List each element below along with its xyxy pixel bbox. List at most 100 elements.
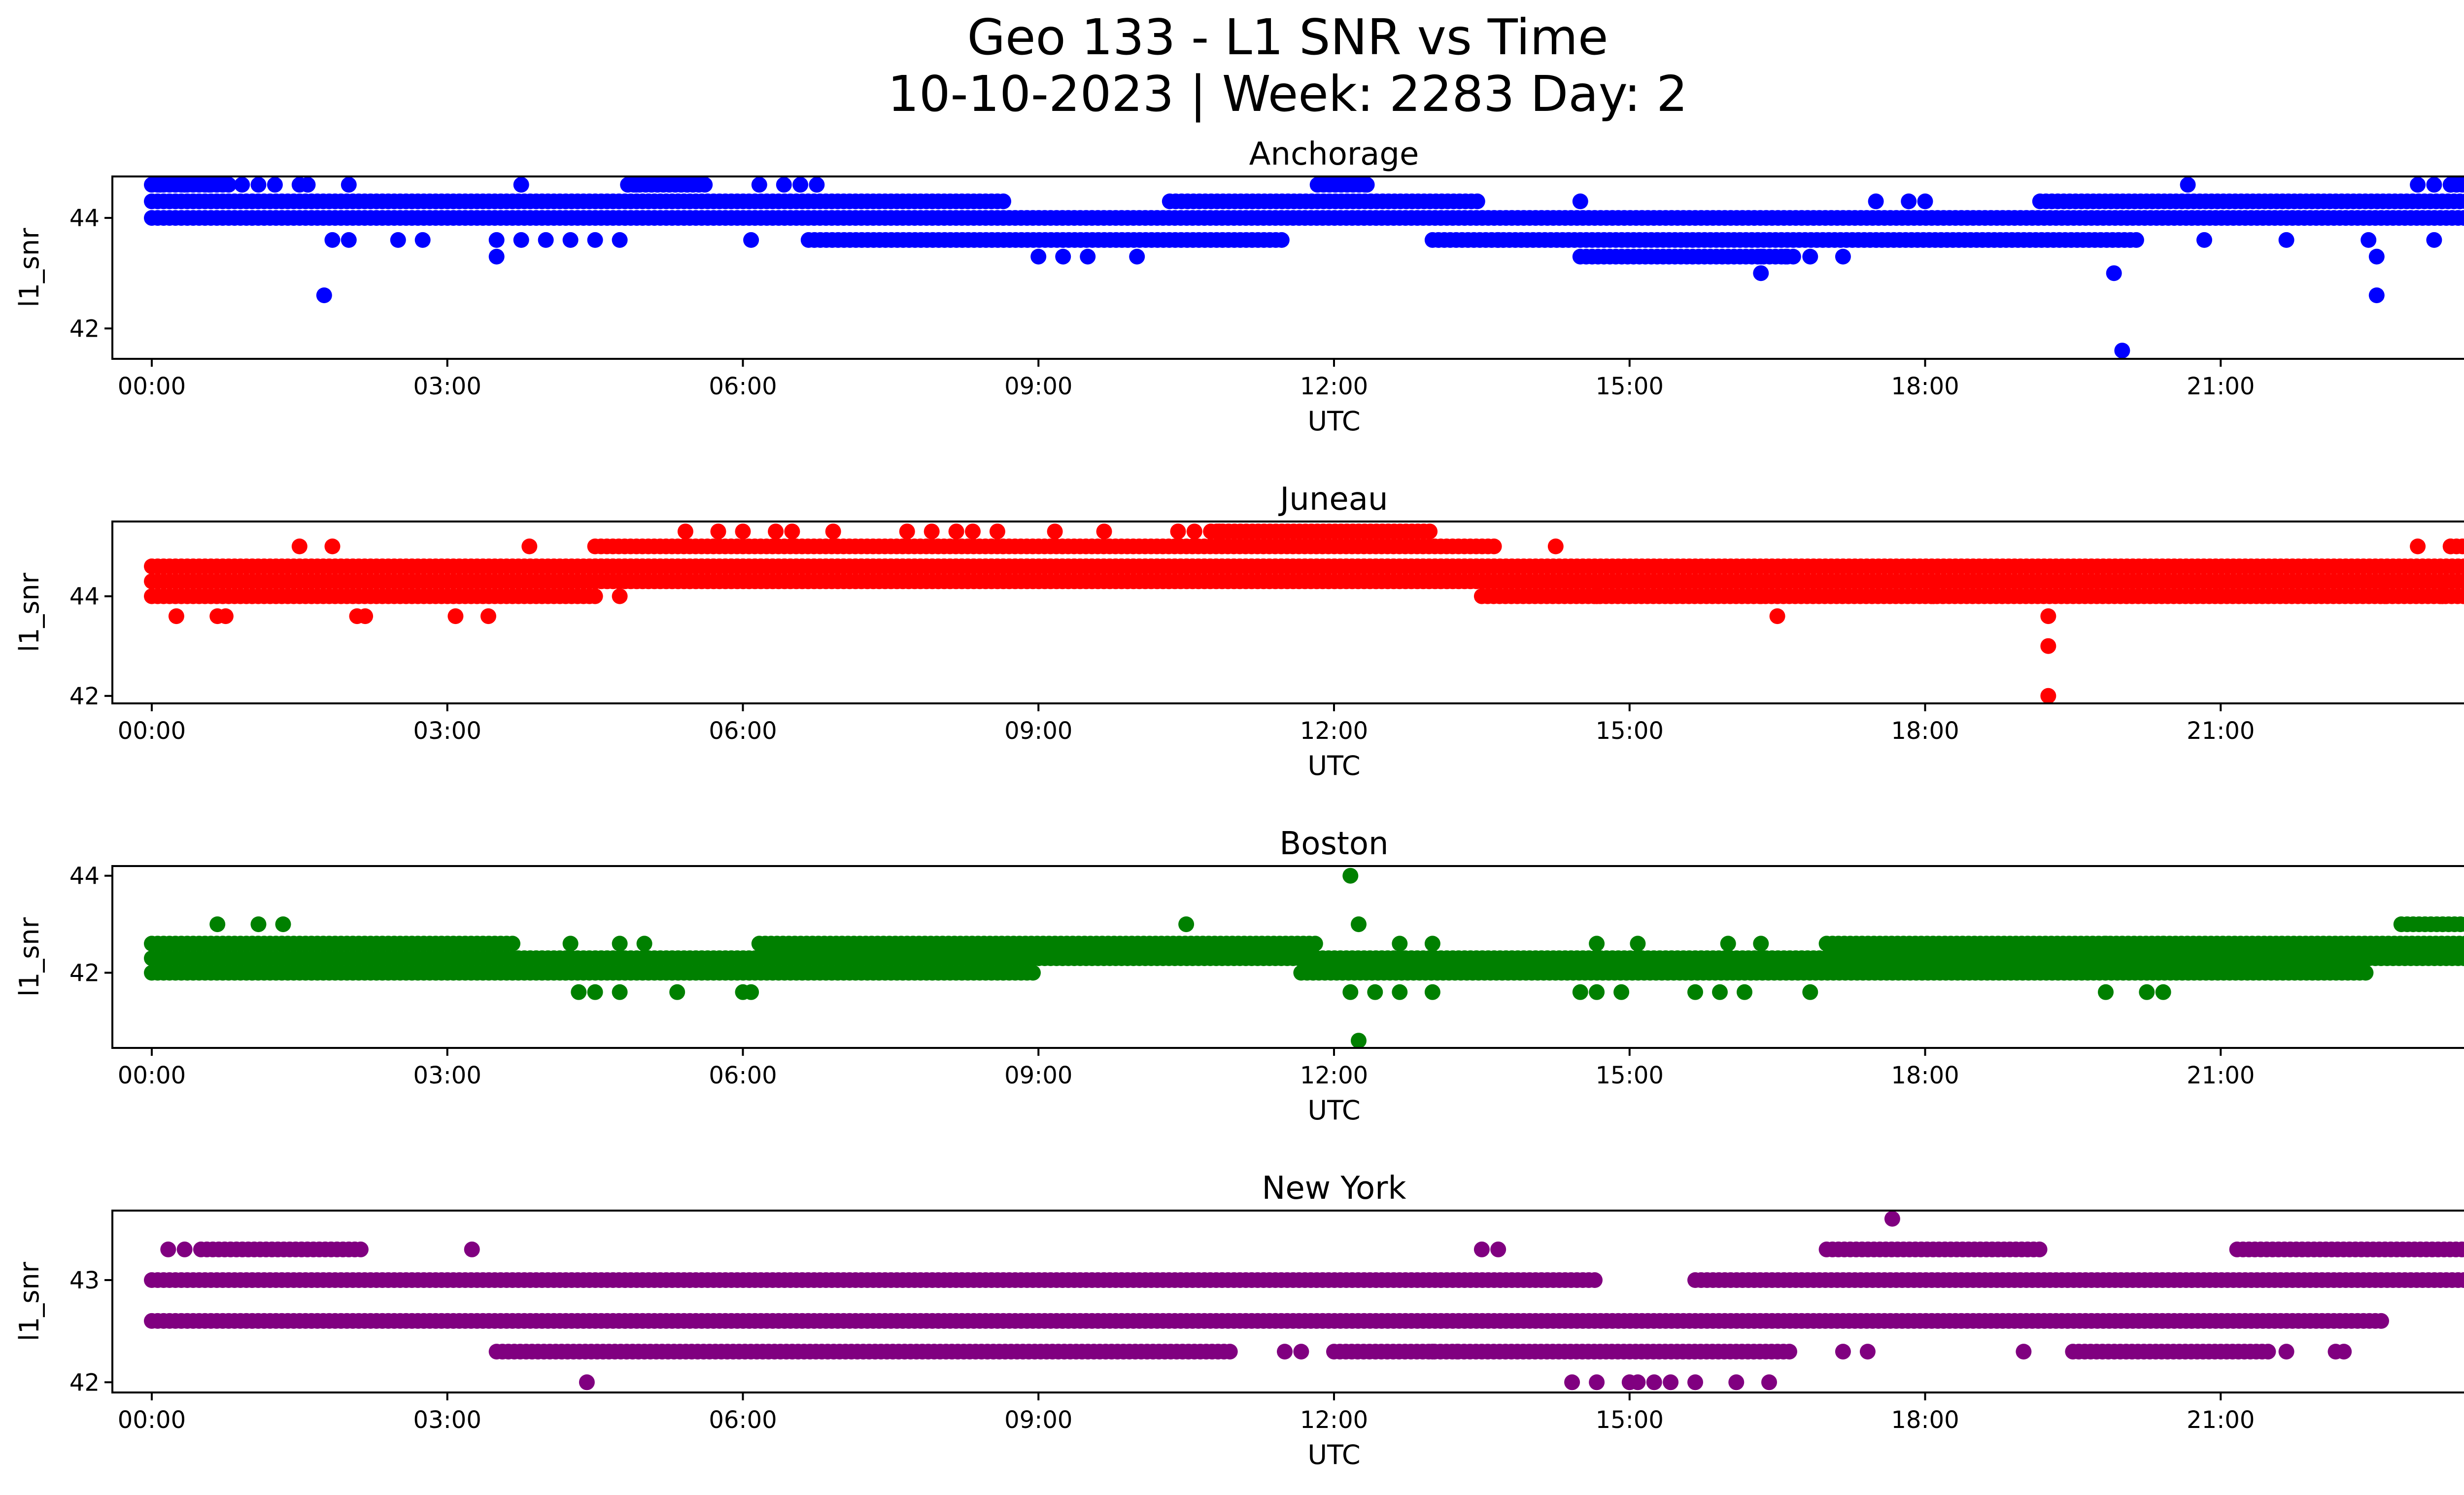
x-tick-label: 18:00 — [1891, 373, 1959, 400]
scatter-point — [1424, 1344, 1440, 1360]
scatter-point — [1859, 1344, 1876, 1360]
scatter-point — [2260, 1344, 2276, 1360]
scatter-point — [1473, 1241, 1490, 1257]
scatter-point — [1917, 193, 1933, 209]
scatter-point — [513, 176, 529, 193]
scatter-point — [521, 538, 538, 555]
scatter-point — [2426, 232, 2442, 248]
scatter-point — [1589, 588, 1605, 604]
x-tick-label: 06:00 — [709, 1062, 777, 1089]
x-tick-label: 09:00 — [1004, 717, 1072, 745]
y-tick-label: 43 — [69, 1267, 100, 1294]
scatter-point — [1080, 248, 1096, 265]
scatter-point — [776, 176, 792, 193]
scatter-point — [1277, 1344, 1293, 1360]
scatter-point — [1868, 193, 1884, 209]
x-tick-label: 18:00 — [1891, 1406, 1959, 1434]
x-tick-label: 12:00 — [1300, 373, 1368, 400]
x-tick-label: 18:00 — [1891, 717, 1959, 745]
scatter-point — [1630, 1374, 1646, 1391]
scatter-point — [587, 984, 603, 1000]
scatter-point — [1486, 558, 1502, 574]
scatter-point — [168, 608, 184, 625]
x-tick-label: 03:00 — [413, 373, 481, 400]
scatter-point — [2106, 265, 2122, 281]
figure-title-line2: 10-10-2023 | Week: 2283 Day: 2 — [888, 65, 1687, 123]
scatter-point — [2458, 193, 2464, 209]
scatter-point — [1342, 984, 1359, 1000]
scatter-point — [1587, 1272, 1603, 1288]
x-tick-label: 15:00 — [1596, 717, 1664, 745]
scatter-point — [352, 1241, 369, 1257]
scatter-point — [710, 523, 726, 540]
scatter-point — [2128, 232, 2144, 248]
scatter-point — [1720, 936, 1736, 952]
scatter-point — [414, 232, 431, 248]
scatter-point — [300, 176, 316, 193]
scatter-point — [1307, 936, 1323, 952]
scatter-point — [571, 984, 587, 1000]
scatter-point — [1211, 523, 1227, 540]
scatter-point — [1490, 232, 1506, 248]
panel-title-boston: Boston — [1279, 826, 1388, 862]
scatter-point — [1589, 1374, 1605, 1391]
scatter-point — [1351, 916, 1367, 933]
scatter-point — [2456, 573, 2464, 590]
x-tick-label: 15:00 — [1596, 1062, 1664, 1089]
scatter-point — [1769, 608, 1785, 625]
x-tick-label: 12:00 — [1300, 717, 1368, 745]
scatter-point — [1761, 1374, 1777, 1391]
x-tick-label: 03:00 — [413, 1406, 481, 1434]
y-tick-label: 42 — [69, 959, 100, 987]
scatter-point — [965, 523, 981, 540]
scatter-point — [2461, 590, 2464, 602]
x-tick-label: 00:00 — [118, 373, 186, 400]
scatter-point — [1589, 936, 1605, 952]
scatter-point — [2455, 588, 2464, 604]
scatter-point — [2213, 588, 2229, 604]
scatter-point — [1293, 1344, 1309, 1360]
panel-title-juneau: Juneau — [1278, 481, 1388, 518]
scatter-point — [1359, 176, 1375, 193]
scatter-point — [2460, 1242, 2464, 1256]
scatter-point — [221, 176, 237, 193]
scatter-point — [1925, 588, 1942, 604]
scatter-point — [562, 232, 579, 248]
scatter-point — [2458, 916, 2464, 932]
scatter-point — [538, 232, 554, 248]
scatter-point — [1572, 984, 1588, 1000]
scatter-point — [1351, 1033, 1367, 1048]
scatter-point — [1392, 936, 1408, 952]
scatter-point — [217, 608, 234, 625]
scatter-point — [1449, 1344, 1465, 1360]
scatter-point — [1178, 916, 1195, 933]
scatter-point — [825, 523, 841, 540]
scatter-point — [2139, 984, 2155, 1000]
scatter-point — [1646, 1374, 1662, 1391]
scatter-point — [2155, 936, 2171, 952]
y-axis-label: l1_snr — [14, 1261, 45, 1341]
scatter-point — [291, 538, 308, 555]
scatter-points-anchorage — [144, 176, 2464, 359]
scatter-point — [1030, 248, 1047, 265]
scatter-point — [176, 1241, 193, 1257]
scatter-point — [1367, 984, 1383, 1000]
scatter-point — [751, 176, 767, 193]
x-tick-label: 09:00 — [1004, 1062, 1072, 1089]
x-tick-label: 09:00 — [1004, 373, 1072, 400]
scatter-point — [2114, 343, 2130, 359]
scatter-point — [1884, 1211, 1900, 1227]
scatter-point — [562, 936, 579, 952]
scatter-point — [1424, 984, 1440, 1000]
scatter-point — [2442, 538, 2459, 555]
scatter-point — [1469, 193, 1485, 209]
scatter-point — [669, 984, 685, 1000]
scatter-point — [1753, 588, 1769, 604]
scatter-point — [1572, 193, 1588, 209]
scatter-point — [2456, 950, 2464, 966]
scatter-point — [1737, 984, 1752, 1000]
